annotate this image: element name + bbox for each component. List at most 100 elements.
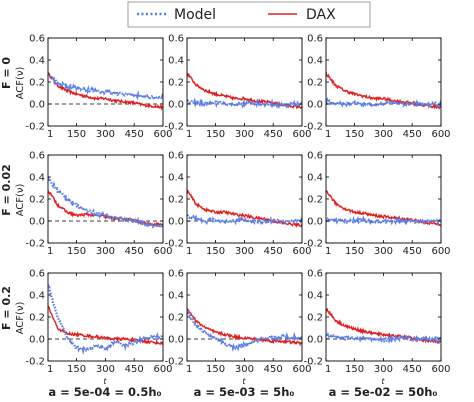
y-tick-label: -0.2 [164, 122, 184, 133]
legend-frame [127, 1, 371, 28]
y-tick-label: 0.0 [307, 335, 323, 346]
x-tick-label: 1 [186, 129, 192, 140]
y-tick-label: 0.4 [307, 173, 323, 184]
y-tick-label: 0.4 [168, 173, 184, 184]
x-tick-label: 600 [153, 246, 172, 257]
y-tick-label: 0.6 [307, 269, 323, 280]
y-tick-label: -0.2 [303, 122, 323, 133]
x-tick-label: 600 [153, 129, 172, 140]
model-series-line [187, 97, 302, 110]
y-axis-label-3: ACF(ν) [15, 302, 26, 335]
x-tick-label: 300 [235, 364, 254, 375]
series-group [48, 284, 163, 355]
panel-r3-c1: 0.6 0.4 0.2 0.0 -0.21 150 300 450 600 [25, 269, 172, 376]
y-tick-label: 0.4 [29, 56, 45, 67]
model-series-line [326, 214, 441, 228]
legend-model-label: Model [174, 7, 216, 23]
model-series-line [48, 284, 163, 355]
x-tick-label: 150 [345, 129, 364, 140]
x-tick-label: 150 [67, 129, 86, 140]
y-axis-label-2: ACF(ν) [15, 184, 26, 217]
y-tick-label: 0.2 [168, 195, 184, 206]
y-tick-label: 0.6 [29, 269, 45, 280]
panel-frame [325, 37, 442, 127]
series-group [187, 72, 302, 110]
model-series-line [48, 176, 163, 231]
model-series-line [326, 96, 441, 110]
x-tick-label: 450 [403, 246, 422, 257]
y-tick-label: -0.2 [164, 239, 184, 250]
panel-r2-c1: 0.6 0.4 0.2 0.0 -0.21 150 300 450 600 [25, 151, 172, 258]
y-tick-label: 0.2 [307, 195, 323, 206]
y-tick-label: 0.2 [307, 78, 323, 89]
x-tick-label: 600 [431, 129, 450, 140]
panel-r2-c2: 0.6 0.4 0.2 0.0 -0.21 150 300 450 600 [164, 151, 311, 258]
x-tick-label: 450 [403, 129, 422, 140]
col-label-2: a = 5e-03 = 5h₀ [194, 385, 295, 399]
x-tick-label: 450 [125, 364, 144, 375]
panel-frame [186, 272, 303, 362]
x-tick-label: 300 [235, 246, 254, 257]
y-tick-label: 0.2 [307, 313, 323, 324]
y-tick-label: 0.4 [307, 291, 323, 302]
y-tick-label: 0.6 [29, 151, 45, 162]
x-tick-label: 600 [292, 129, 311, 140]
y-tick-label: 0.0 [307, 100, 323, 111]
y-tick-label: -0.2 [25, 357, 45, 368]
y-tick-label: 0.0 [29, 217, 45, 228]
y-tick-label: -0.2 [25, 122, 45, 133]
x-tick-label: 150 [67, 246, 86, 257]
panel-r3-c2: 0.6 0.4 0.2 0.0 -0.21 150 300 450 600 [164, 269, 311, 376]
y-tick-label: 0.4 [29, 173, 45, 184]
panel-frame [325, 272, 442, 362]
col-label-3: a = 5e-02 = 50h₀ [329, 385, 438, 399]
panel-r1-c3: 0.6 0.4 0.2 0.0 -0.21 150 300 450 600 [303, 34, 450, 141]
x-tick-label: 450 [403, 364, 422, 375]
x-tick-label: 300 [374, 364, 393, 375]
x-tick-label: 1 [325, 129, 331, 140]
y-tick-label: 0.4 [168, 291, 184, 302]
x-tick-label: 150 [345, 246, 364, 257]
y-tick-label: 0.0 [307, 217, 323, 228]
y-tick-label: 0.6 [168, 269, 184, 280]
y-tick-label: 0.6 [168, 34, 184, 45]
x-tick-label: 450 [264, 364, 283, 375]
series-group [326, 190, 441, 228]
y-tick-label: 0.2 [29, 195, 45, 206]
x-tick-label: 1 [47, 129, 53, 140]
panel-frame [186, 154, 303, 244]
y-tick-label: 0.4 [168, 56, 184, 67]
panel-r2-c3: 0.6 0.4 0.2 0.0 -0.21 150 300 450 600 [303, 151, 450, 258]
x-tick-label: 300 [374, 246, 393, 257]
series-group [187, 308, 302, 353]
x-tick-label: 450 [125, 129, 144, 140]
panel-r3-c3: 0.6 0.4 0.2 0.0 -0.21 150 300 450 600 [303, 269, 450, 376]
dax-series-line [187, 308, 302, 347]
x-tick-label: 150 [206, 129, 225, 140]
model-series-line [326, 331, 441, 345]
y-tick-label: 0.2 [168, 313, 184, 324]
y-tick-label: 0.4 [307, 56, 323, 67]
panel-grid: 0.60.40.20.0-0.21 150 300 450 6000.60.40.20.… [25, 34, 450, 376]
y-tick-label: 0.6 [307, 151, 323, 162]
x-axis-label-1: t [103, 377, 107, 386]
y-tick-label: -0.2 [164, 357, 184, 368]
y-tick-label: 0.0 [168, 335, 184, 346]
y-tick-label: -0.2 [303, 239, 323, 250]
row-label-1: F = 0 [0, 57, 13, 89]
panel-r1-c2: 0.6 0.4 0.2 0.0 -0.21 150 300 450 600 [164, 34, 311, 141]
y-tick-label: -0.2 [303, 357, 323, 368]
row-label-2: F = 0.02 [0, 164, 13, 216]
series-group [187, 189, 302, 228]
x-tick-label: 450 [264, 246, 283, 257]
x-tick-label: 1 [47, 364, 53, 375]
x-axis-label-3: t [381, 377, 385, 386]
x-tick-label: 150 [67, 364, 86, 375]
y-tick-label: 0.2 [29, 78, 45, 89]
dax-series-line [48, 71, 163, 111]
y-axis-label-1: ACF(ν) [15, 67, 26, 100]
model-series-line [48, 73, 163, 102]
x-tick-label: 150 [206, 364, 225, 375]
dax-series-line [326, 307, 441, 344]
